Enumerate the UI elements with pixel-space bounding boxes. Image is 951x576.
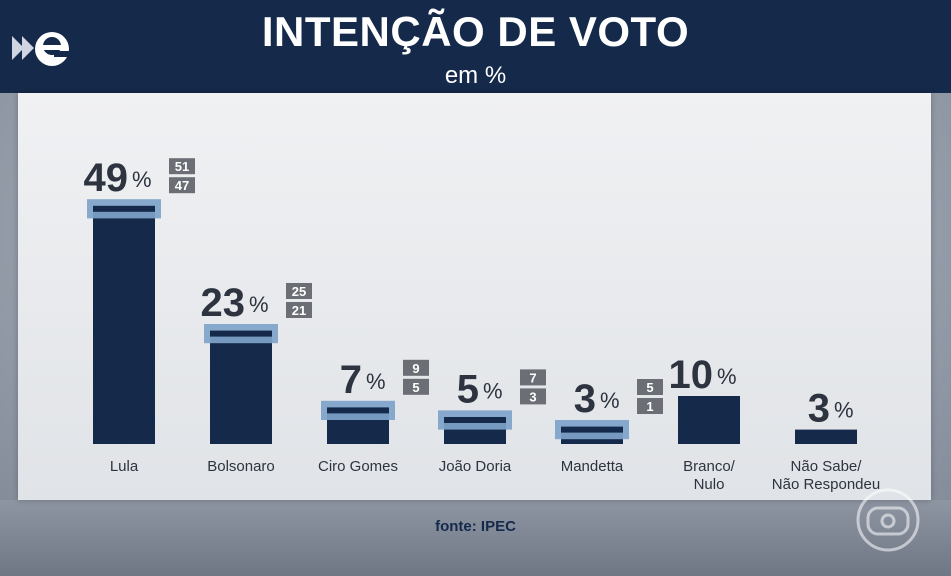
bar (93, 208, 155, 444)
range-upper-label: 25 (292, 284, 306, 299)
category-label: João Doria (439, 458, 512, 475)
range-lower-label: 21 (292, 303, 306, 318)
range-box (403, 378, 429, 395)
value-suffix: % (600, 388, 620, 413)
value-label: 3 (808, 387, 830, 431)
bar-top-line (444, 417, 506, 423)
range-upper-label: 51 (175, 159, 189, 174)
range-upper-label: 5 (646, 380, 653, 395)
bar (795, 429, 857, 444)
bar-top-line (93, 205, 155, 212)
value-label: 5 (457, 367, 479, 411)
range-lower-label: 47 (175, 178, 189, 193)
range-lower-label: 3 (529, 389, 536, 404)
source-note: fonte: IPEC (435, 518, 516, 535)
range-lower-label: 5 (412, 380, 419, 395)
category-label: Não Respondeu (772, 476, 880, 493)
range-box (520, 388, 546, 405)
category-label: Não Sabe/ (791, 458, 863, 475)
value-label: 23 (201, 281, 246, 325)
category-label: Branco/ (683, 458, 736, 475)
e-arrow-logo-icon (10, 22, 72, 74)
value-label: 7 (340, 358, 362, 402)
category-label: Ciro Gomes (318, 458, 398, 475)
range-upper-label: 9 (412, 361, 419, 376)
value-suffix: % (366, 369, 386, 394)
bar-top-line (210, 330, 272, 337)
value-suffix: % (132, 167, 152, 192)
range-lower-label: 1 (646, 399, 653, 414)
bar-top-line (327, 407, 389, 414)
category-label: Bolsonaro (207, 458, 275, 475)
range-box (286, 283, 312, 299)
category-label: Nulo (694, 476, 725, 493)
range-box (169, 158, 195, 175)
value-suffix: % (483, 378, 503, 403)
bar-top-line (561, 426, 623, 433)
tv-globo-icon (855, 487, 921, 553)
studio-floor (0, 500, 951, 576)
bar (210, 333, 272, 444)
value-label: 10 (669, 353, 714, 397)
page-title: INTENÇÃO DE VOTO (261, 8, 690, 55)
range-box (637, 379, 663, 395)
range-box (637, 398, 663, 414)
range-box (520, 369, 546, 386)
range-box (403, 359, 429, 376)
category-label: Mandetta (561, 458, 624, 475)
value-label: 49 (84, 156, 129, 200)
range-box (169, 177, 195, 194)
value-label: 3 (574, 377, 596, 421)
value-suffix: % (717, 364, 737, 389)
value-suffix: % (249, 292, 269, 317)
category-label: Lula (110, 458, 139, 475)
value-suffix: % (834, 398, 854, 423)
range-box (286, 302, 312, 318)
range-upper-label: 7 (529, 370, 536, 385)
bar (678, 396, 740, 444)
page-subtitle: em % (444, 62, 507, 89)
header-bar: INTENÇÃO DE VOTO em % (0, 0, 951, 93)
